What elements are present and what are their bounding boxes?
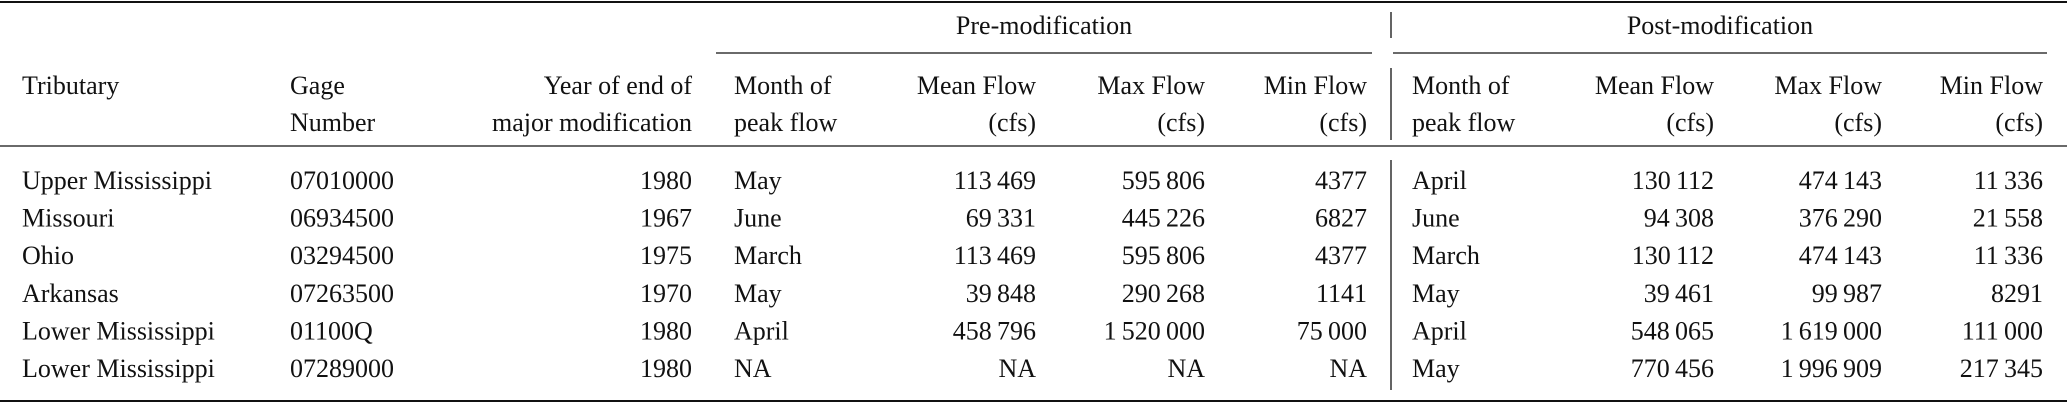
- cell: NA: [734, 354, 772, 383]
- cell: 07263500: [290, 279, 394, 308]
- cell: 11 336: [1974, 241, 2043, 270]
- cell: May: [1412, 354, 1460, 383]
- column-header: Gage: [290, 71, 345, 100]
- cell: 113 469: [954, 166, 1036, 195]
- cell: April: [734, 316, 789, 345]
- column-header: Month of: [1412, 71, 1510, 100]
- cell: 07010000: [290, 166, 394, 195]
- cell: NA: [1167, 354, 1205, 383]
- cell: April: [1412, 316, 1467, 345]
- cell: 217 345: [1960, 354, 2043, 383]
- cell: 4377: [1315, 166, 1367, 195]
- column-header: Mean Flow: [1595, 71, 1714, 100]
- cell: Ohio: [22, 241, 74, 270]
- cell: 474 143: [1799, 166, 1882, 195]
- cell: 03294500: [290, 241, 394, 270]
- cell: 1141: [1316, 279, 1367, 308]
- cell: 01100Q: [290, 316, 373, 345]
- cell: 75 000: [1297, 316, 1367, 345]
- column-header: major modification: [492, 108, 692, 137]
- cell: Lower Mississippi: [22, 316, 215, 345]
- cell: March: [1412, 241, 1480, 270]
- column-header: Mean Flow: [917, 71, 1036, 100]
- cell: May: [1412, 279, 1460, 308]
- cell: 94 308: [1644, 204, 1714, 233]
- cell: 770 456: [1631, 354, 1714, 383]
- column-header: Min Flow: [1264, 71, 1368, 100]
- cell: 39 848: [966, 279, 1036, 308]
- cell: April: [1412, 166, 1467, 195]
- cell: Lower Mississippi: [22, 354, 215, 383]
- cell: 99 987: [1812, 279, 1882, 308]
- column-header: Year of end of: [544, 71, 693, 100]
- cell: 1 619 000: [1781, 316, 1882, 345]
- group-header: Post-modification: [1627, 11, 1813, 40]
- cell: 07289000: [290, 354, 394, 383]
- cell: 1980: [640, 166, 692, 195]
- cell: 290 268: [1122, 279, 1205, 308]
- cell: 111 000: [1962, 316, 2043, 345]
- cell: 8291: [1991, 279, 2043, 308]
- column-header: (cfs): [1995, 108, 2043, 137]
- cell: 1967: [640, 204, 692, 233]
- cell: 474 143: [1799, 241, 1882, 270]
- cell: June: [734, 204, 782, 233]
- cell: 458 796: [953, 316, 1036, 345]
- cell: Arkansas: [22, 279, 119, 308]
- column-header: (cfs): [1157, 108, 1205, 137]
- cell: NA: [998, 354, 1036, 383]
- column-header: (cfs): [1834, 108, 1882, 137]
- cell: 445 226: [1122, 204, 1205, 233]
- cell: 1970: [640, 279, 692, 308]
- cell: NA: [1329, 354, 1367, 383]
- cell: Upper Mississippi: [22, 166, 212, 195]
- cell: 11 336: [1974, 166, 2043, 195]
- cell: 130 112: [1632, 241, 1714, 270]
- cell: 1975: [640, 241, 692, 270]
- cell: 21 558: [1973, 204, 2043, 233]
- cell: 595 806: [1122, 241, 1205, 270]
- cell: 39 461: [1644, 279, 1714, 308]
- column-header: peak flow: [1412, 108, 1515, 137]
- cell: May: [734, 166, 782, 195]
- column-header: Max Flow: [1774, 71, 1882, 100]
- cell: 4377: [1315, 241, 1367, 270]
- column-header: Max Flow: [1097, 71, 1205, 100]
- cell: 1980: [640, 316, 692, 345]
- group-header: Pre-modification: [956, 11, 1132, 40]
- column-header: (cfs): [1319, 108, 1367, 137]
- cell: 595 806: [1122, 166, 1205, 195]
- cell: 1 520 000: [1104, 316, 1205, 345]
- cell: Missouri: [22, 204, 114, 233]
- cell: March: [734, 241, 802, 270]
- column-header: (cfs): [1666, 108, 1714, 137]
- cell: May: [734, 279, 782, 308]
- column-header: Number: [290, 108, 376, 137]
- cell: 1980: [640, 354, 692, 383]
- cell: 69 331: [966, 204, 1036, 233]
- column-header: (cfs): [988, 108, 1036, 137]
- cell: 130 112: [1632, 166, 1714, 195]
- column-header: peak flow: [734, 108, 837, 137]
- column-header: Tributary: [22, 71, 119, 100]
- cell: 1 996 909: [1781, 354, 1882, 383]
- cell: 548 065: [1631, 316, 1714, 345]
- cell: 6827: [1315, 204, 1367, 233]
- cell: 113 469: [954, 241, 1036, 270]
- column-header: Month of: [734, 71, 832, 100]
- cell: 376 290: [1799, 204, 1882, 233]
- cell: 06934500: [290, 204, 394, 233]
- column-header: Min Flow: [1940, 71, 2044, 100]
- cell: June: [1412, 204, 1460, 233]
